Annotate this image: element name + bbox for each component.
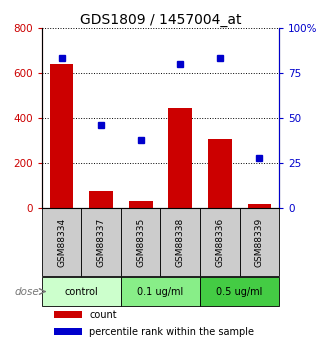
Text: count: count: [90, 310, 117, 320]
Bar: [247, 204, 271, 208]
Title: GDS1809 / 1457004_at: GDS1809 / 1457004_at: [80, 12, 241, 27]
Bar: [200, 277, 279, 306]
Text: control: control: [65, 287, 98, 296]
Text: GSM88334: GSM88334: [57, 218, 66, 267]
Bar: [160, 208, 200, 276]
Bar: [200, 208, 240, 276]
Bar: [240, 208, 279, 276]
Text: GSM88335: GSM88335: [136, 217, 145, 267]
Text: 0.1 ug/ml: 0.1 ug/ml: [137, 287, 184, 296]
Bar: [50, 64, 74, 208]
Bar: [89, 191, 113, 208]
Text: 0.5 ug/ml: 0.5 ug/ml: [216, 287, 263, 296]
Text: GSM88337: GSM88337: [97, 217, 106, 267]
Bar: [54, 312, 82, 318]
Bar: [129, 201, 152, 208]
Bar: [121, 277, 200, 306]
Bar: [81, 208, 121, 276]
Bar: [54, 328, 82, 335]
Bar: [121, 208, 160, 276]
Bar: [42, 277, 121, 306]
Bar: [42, 208, 81, 276]
Text: percentile rank within the sample: percentile rank within the sample: [90, 327, 255, 337]
Text: dose: dose: [14, 287, 39, 296]
Text: GSM88339: GSM88339: [255, 217, 264, 267]
Bar: [208, 139, 232, 208]
Text: GSM88338: GSM88338: [176, 217, 185, 267]
Text: GSM88336: GSM88336: [215, 217, 224, 267]
Bar: [169, 108, 192, 208]
